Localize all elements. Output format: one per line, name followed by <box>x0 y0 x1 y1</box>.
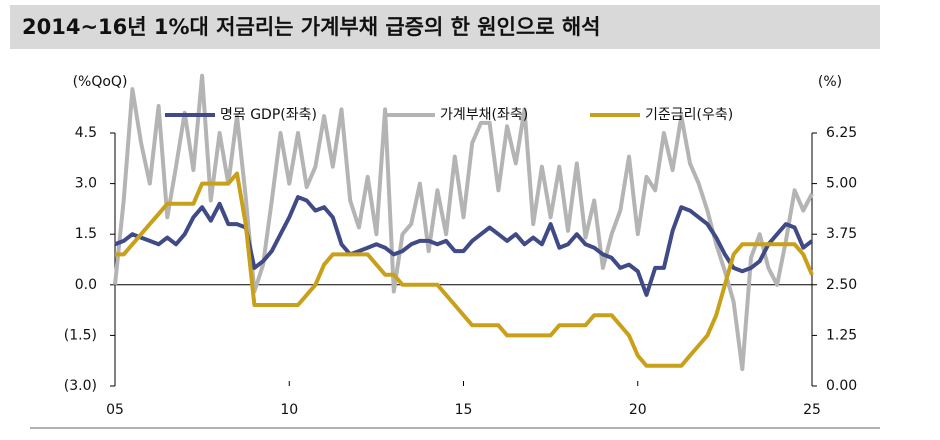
y-tick-label: 4.5 <box>75 125 97 141</box>
x-tick-label: 15 <box>455 402 473 418</box>
y-tick-label: (1.5) <box>64 327 97 343</box>
y2-axis-label: (%) <box>818 74 842 90</box>
legend-label: 가계부채(좌축) <box>440 107 528 123</box>
series-line <box>113 73 814 372</box>
title-banner <box>10 5 880 49</box>
y-axis-label: (%QoQ) <box>73 74 128 90</box>
legend-label: 기준금리(우축) <box>645 107 733 123</box>
series-line <box>114 195 814 297</box>
y-tick-label: 1.5 <box>75 226 97 242</box>
x-tick-label: 25 <box>803 402 821 418</box>
y2-tick-label: 3.75 <box>826 226 857 242</box>
chart-title: 2014~16년 1%대 저금리는 가계부채 급증의 한 원인으로 해석 <box>22 15 601 39</box>
series-line <box>115 171 814 368</box>
y2-tick-label: 6.25 <box>826 125 857 141</box>
x-tick-label: 05 <box>106 402 124 418</box>
y-tick-label: 3.0 <box>75 176 97 192</box>
y2-tick-label: 0.00 <box>826 378 857 394</box>
y-tick-label: (3.0) <box>64 378 97 394</box>
x-tick-label: 20 <box>629 402 647 418</box>
y2-tick-label: 2.50 <box>826 277 857 293</box>
y-tick-label: 0.0 <box>75 277 97 293</box>
legend-label: 명목 GDP(좌축) <box>220 107 317 123</box>
y2-tick-label: 5.00 <box>826 176 857 192</box>
x-tick-label: 10 <box>280 402 298 418</box>
y2-tick-label: 1.25 <box>826 327 857 343</box>
